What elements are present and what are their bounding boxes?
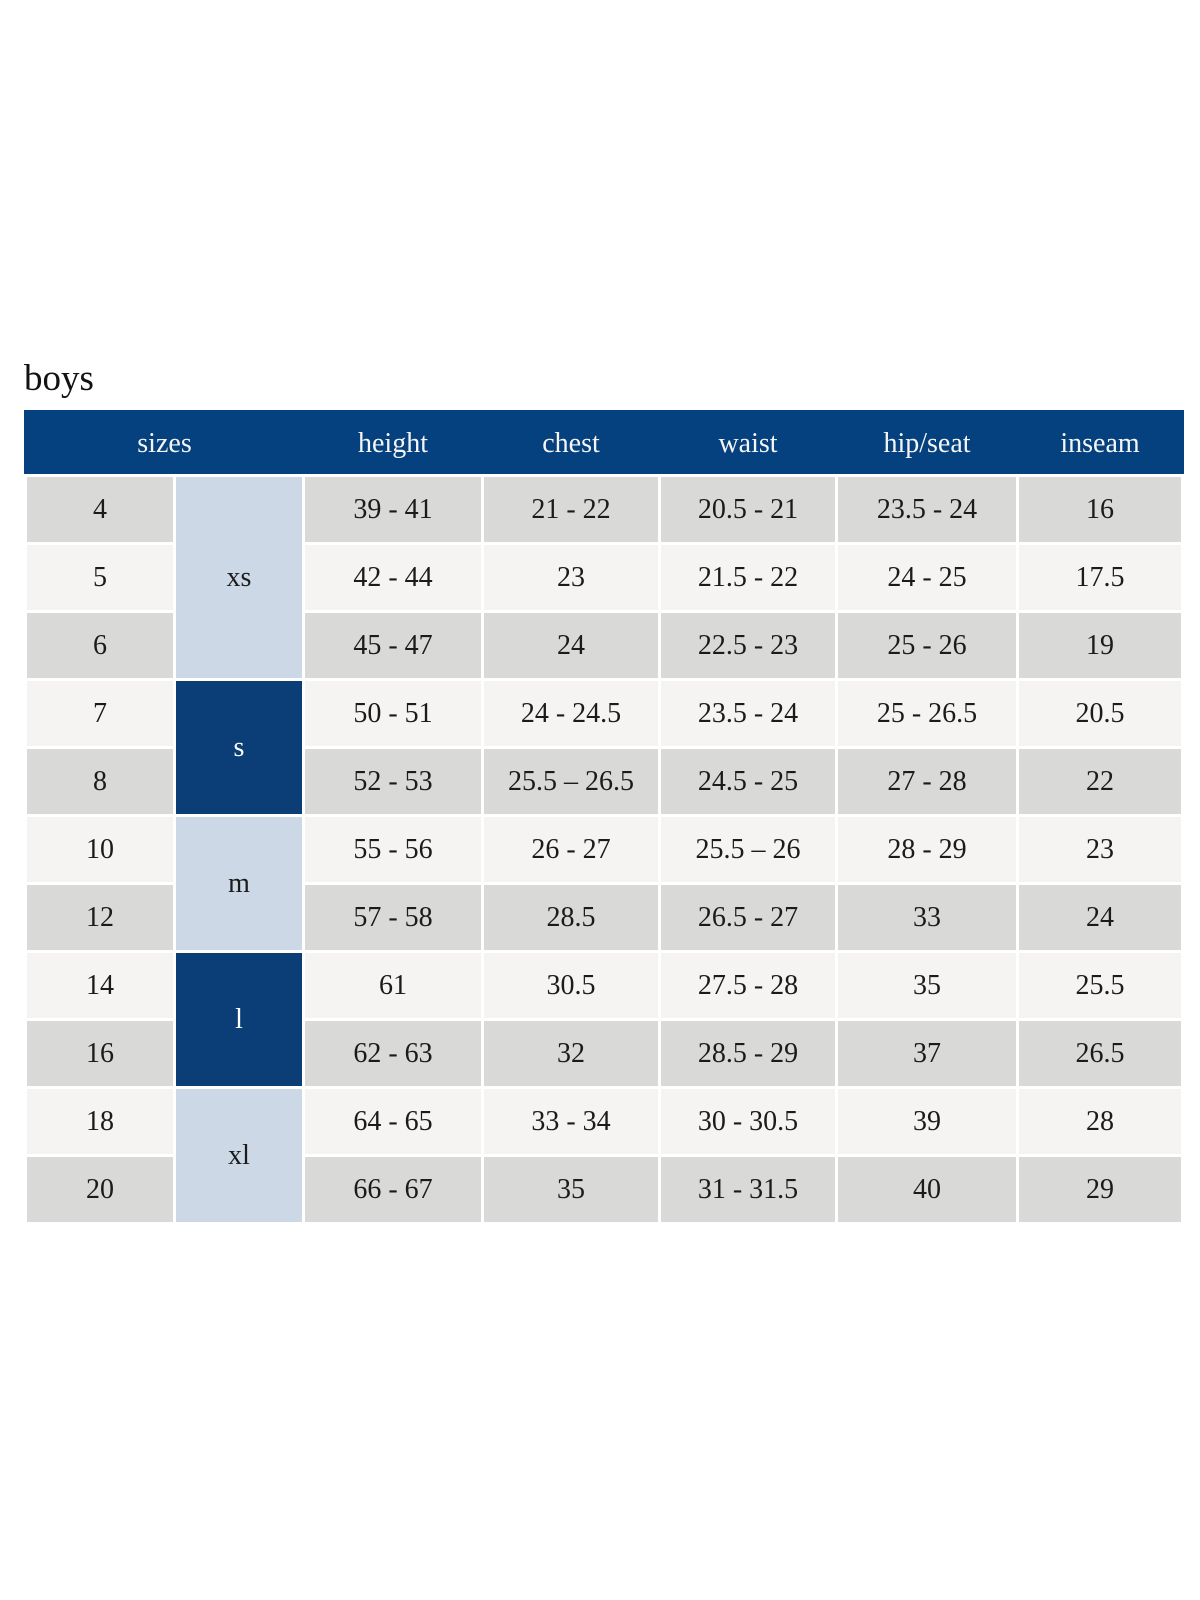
size-cell: 12 [27, 885, 173, 950]
inseam-cell: 25.5 [1019, 953, 1181, 1018]
inseam-cell: 26.5 [1019, 1021, 1181, 1086]
inseam-cell: 20.5 [1019, 681, 1181, 746]
waist-cell: 23.5 - 24 [661, 681, 835, 746]
table-row: 7 s 50 - 51 24 - 24.5 23.5 - 24 25 - 26.… [27, 681, 1181, 814]
hip-seat-cell: 24 - 25 [838, 545, 1016, 610]
size-cell: 14 [27, 953, 173, 1018]
waist-cell: 24.5 - 25 [661, 749, 835, 814]
hip-seat-cell: 23.5 - 24 [838, 477, 1016, 542]
hip-seat-cell: 33 [838, 885, 1016, 950]
chest-cell: 24 [484, 613, 658, 678]
col-header-sizes: sizes [27, 413, 302, 474]
waist-cell: 31 - 31.5 [661, 1157, 835, 1222]
header-row: sizes height chest waist hip/seat inseam [27, 413, 1181, 474]
size-cell: 7 [27, 681, 173, 746]
table-row: 12 57 - 58 28.5 26.5 - 27 33 24 [27, 885, 1181, 950]
hip-seat-cell: 25 - 26 [838, 613, 1016, 678]
col-header-height: height [305, 413, 481, 474]
chest-cell: 35 [484, 1157, 658, 1222]
size-group-cell-xs: xs [176, 477, 302, 678]
waist-cell: 22.5 - 23 [661, 613, 835, 678]
chest-cell: 30.5 [484, 953, 658, 1018]
inseam-cell: 16 [1019, 477, 1181, 542]
waist-cell: 26.5 - 27 [661, 885, 835, 950]
col-header-chest: chest [484, 413, 658, 474]
table-row: 5 42 - 44 23 21.5 - 22 24 - 25 17.5 [27, 545, 1181, 610]
size-cell: 20 [27, 1157, 173, 1222]
inseam-cell: 28 [1019, 1089, 1181, 1154]
hip-seat-cell: 28 - 29 [838, 817, 1016, 882]
size-cell: 6 [27, 613, 173, 678]
chest-cell: 21 - 22 [484, 477, 658, 542]
waist-cell: 21.5 - 22 [661, 545, 835, 610]
chest-cell: 25.5 – 26.5 [484, 749, 658, 814]
chest-cell: 24 - 24.5 [484, 681, 658, 746]
page-title: boys [24, 358, 94, 399]
size-group-cell-xl: xl [176, 1089, 302, 1222]
hip-seat-cell: 27 - 28 [838, 749, 1016, 814]
size-group-cell-m: m [176, 817, 302, 950]
boys-size-chart: sizes height chest waist hip/seat inseam… [24, 410, 1184, 1225]
chest-cell: 33 - 34 [484, 1089, 658, 1154]
hip-seat-cell: 39 [838, 1089, 1016, 1154]
table-row: 10 m 55 - 56 26 - 27 25.5 – 26 28 - 29 2… [27, 817, 1181, 950]
table-row: 4 xs 39 - 41 21 - 22 20.5 - 21 23.5 - 24… [27, 477, 1181, 678]
col-header-inseam: inseam [1019, 413, 1181, 474]
chest-cell: 23 [484, 545, 658, 610]
waist-cell: 25.5 – 26 [661, 817, 835, 882]
inseam-cell: 24 [1019, 885, 1181, 950]
inseam-cell: 23 [1019, 817, 1181, 882]
size-cell: 16 [27, 1021, 173, 1086]
size-cell: 10 [27, 817, 173, 882]
size-chart-page: boys sizes height chest waist hip/seat i… [24, 358, 1184, 1225]
inseam-cell: 19 [1019, 613, 1181, 678]
hip-seat-cell: 37 [838, 1021, 1016, 1086]
height-cell: 61 [305, 953, 481, 1018]
size-cell: 4 [27, 477, 173, 542]
col-header-hip-seat: hip/seat [838, 413, 1016, 474]
height-cell: 62 - 63 [305, 1021, 481, 1086]
height-cell: 42 - 44 [305, 545, 481, 610]
height-cell: 57 - 58 [305, 885, 481, 950]
height-cell: 52 - 53 [305, 749, 481, 814]
chest-cell: 28.5 [484, 885, 658, 950]
height-cell: 45 - 47 [305, 613, 481, 678]
size-cell: 5 [27, 545, 173, 610]
inseam-cell: 17.5 [1019, 545, 1181, 610]
hip-seat-cell: 25 - 26.5 [838, 681, 1016, 746]
waist-cell: 27.5 - 28 [661, 953, 835, 1018]
height-cell: 39 - 41 [305, 477, 481, 542]
inseam-cell: 29 [1019, 1157, 1181, 1222]
height-cell: 55 - 56 [305, 817, 481, 882]
height-cell: 64 - 65 [305, 1089, 481, 1154]
size-table: sizes height chest waist hip/seat inseam… [24, 410, 1184, 1225]
table-row: 18 xl 64 - 65 33 - 34 30 - 30.5 39 28 [27, 1089, 1181, 1222]
waist-cell: 28.5 - 29 [661, 1021, 835, 1086]
height-cell: 50 - 51 [305, 681, 481, 746]
waist-cell: 30 - 30.5 [661, 1089, 835, 1154]
table-row: 8 52 - 53 25.5 – 26.5 24.5 - 25 27 - 28 … [27, 749, 1181, 814]
table-row: 6 45 - 47 24 22.5 - 23 25 - 26 19 [27, 613, 1181, 678]
chest-cell: 32 [484, 1021, 658, 1086]
waist-cell: 20.5 - 21 [661, 477, 835, 542]
size-cell: 18 [27, 1089, 173, 1154]
inseam-cell: 22 [1019, 749, 1181, 814]
size-cell: 8 [27, 749, 173, 814]
hip-seat-cell: 35 [838, 953, 1016, 1018]
hip-seat-cell: 40 [838, 1157, 1016, 1222]
size-group-cell-l: l [176, 953, 302, 1086]
chest-cell: 26 - 27 [484, 817, 658, 882]
size-group-cell-s: s [176, 681, 302, 814]
height-cell: 66 - 67 [305, 1157, 481, 1222]
col-header-waist: waist [661, 413, 835, 474]
table-row: 14 l 61 30.5 27.5 - 28 35 25.5 [27, 953, 1181, 1086]
table-row: 16 62 - 63 32 28.5 - 29 37 26.5 [27, 1021, 1181, 1086]
table-row: 20 66 - 67 35 31 - 31.5 40 29 [27, 1157, 1181, 1222]
